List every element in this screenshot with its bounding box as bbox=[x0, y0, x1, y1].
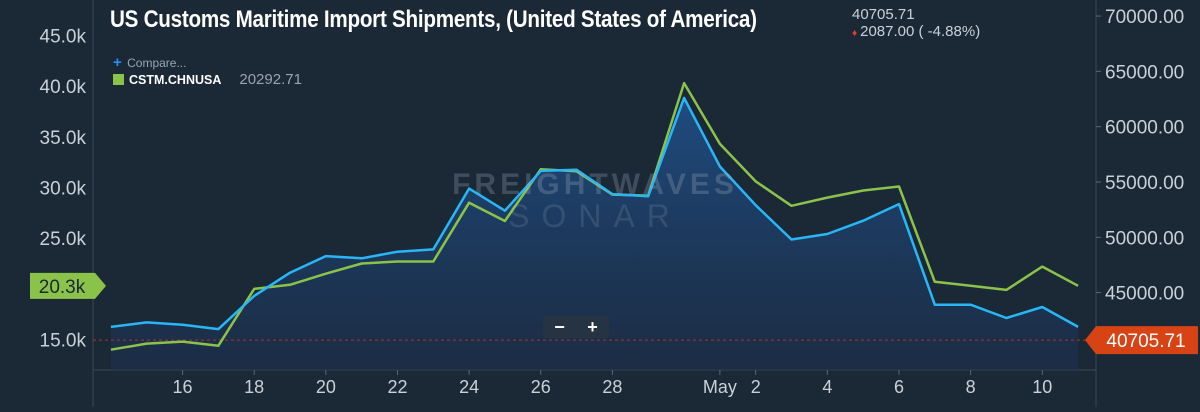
left-axis-tick-label: 45.0k bbox=[40, 26, 87, 47]
left-axis-tick-label: 35.0k bbox=[40, 128, 87, 149]
title-block: US Customs Maritime Import Shipments, (U… bbox=[110, 6, 862, 34]
x-axis-tick-label: 26 bbox=[531, 377, 551, 397]
quote-block: 40705.71 ♦ 2087.00 ( -4.88%) bbox=[852, 6, 980, 42]
quote-change: 2087.00 ( -4.88%) bbox=[860, 23, 981, 40]
right-axis-tick-label: 45000.00 bbox=[1105, 284, 1184, 305]
series-area-fill bbox=[110, 97, 1079, 371]
x-axis-tick-label: 16 bbox=[173, 377, 193, 397]
zoom-in-button[interactable]: + bbox=[587, 316, 598, 337]
x-axis-ticks: 16 18 20 22 24 26 28 May 2 4 6 8 10 bbox=[173, 370, 1052, 397]
x-axis-tick-label: 20 bbox=[316, 377, 336, 397]
left-axis-ticks: 45.0k 40.0k 35.0k 30.0k 25.0k 15.0k bbox=[40, 26, 87, 351]
axis-flags: 20.3k 40705.71 bbox=[30, 272, 1198, 355]
left-axis-tick-label: 30.0k bbox=[40, 179, 87, 200]
right-value-flag-label: 40705.71 bbox=[1106, 331, 1185, 352]
zoom-controls: − + bbox=[543, 316, 609, 338]
left-axis-tick-label: 15.0k bbox=[40, 331, 87, 352]
down-arrow-icon: ♦ bbox=[852, 28, 858, 39]
x-axis-tick-label: 2 bbox=[751, 377, 761, 397]
x-axis-tick-label: 4 bbox=[822, 377, 832, 397]
left-axis-tick-label: 25.0k bbox=[40, 229, 87, 250]
x-axis-tick-label: 8 bbox=[966, 377, 976, 397]
chart-title: US Customs Maritime Import Shipments, (U… bbox=[110, 6, 757, 33]
x-axis-tick-label: May bbox=[703, 377, 737, 397]
right-axis-tick-label: 70000.00 bbox=[1105, 7, 1184, 28]
quote-value: 40705.71 bbox=[852, 6, 915, 23]
area-layer bbox=[110, 97, 1079, 371]
compare-button[interactable]: + Compare... bbox=[113, 54, 186, 71]
x-axis-tick-label: 28 bbox=[602, 377, 622, 397]
left-value-flag-label: 20.3k bbox=[39, 277, 86, 298]
right-axis-ticks: 70000.00 65000.00 60000.00 55000.00 50000.00… bbox=[1096, 7, 1184, 305]
right-axis-tick-label: 60000.00 bbox=[1105, 118, 1184, 139]
x-axis-tick-label: 6 bbox=[894, 377, 904, 397]
compare-label: Compare... bbox=[127, 56, 187, 70]
quote-change-row: ♦ 2087.00 ( -4.88%) bbox=[852, 23, 980, 42]
x-axis-tick-label: 18 bbox=[244, 377, 264, 397]
right-axis-tick-label: 50000.00 bbox=[1105, 228, 1184, 249]
right-axis-tick-label: 65000.00 bbox=[1105, 62, 1184, 83]
plus-icon: + bbox=[113, 54, 122, 71]
x-axis-tick-label: 22 bbox=[387, 377, 407, 397]
series-line-benchmark bbox=[110, 96, 1079, 331]
legend-item[interactable]: CSTM.CHNUSA 20292.71 bbox=[113, 71, 302, 88]
legend-series-name: CSTM.CHNUSA bbox=[129, 72, 222, 87]
zoom-out-button[interactable]: − bbox=[554, 316, 565, 337]
x-axis-tick-label: 10 bbox=[1032, 377, 1052, 397]
right-axis-tick-label: 55000.00 bbox=[1105, 173, 1184, 194]
left-axis-tick-label: 40.0k bbox=[40, 77, 87, 98]
right-value-flag bbox=[1085, 326, 1198, 355]
x-axis-tick-label: 24 bbox=[459, 377, 479, 397]
left-value-flag bbox=[30, 272, 106, 299]
series-layer bbox=[110, 81, 1079, 351]
legend-swatch bbox=[113, 74, 124, 85]
legend-series-value: 20292.71 bbox=[239, 71, 302, 88]
